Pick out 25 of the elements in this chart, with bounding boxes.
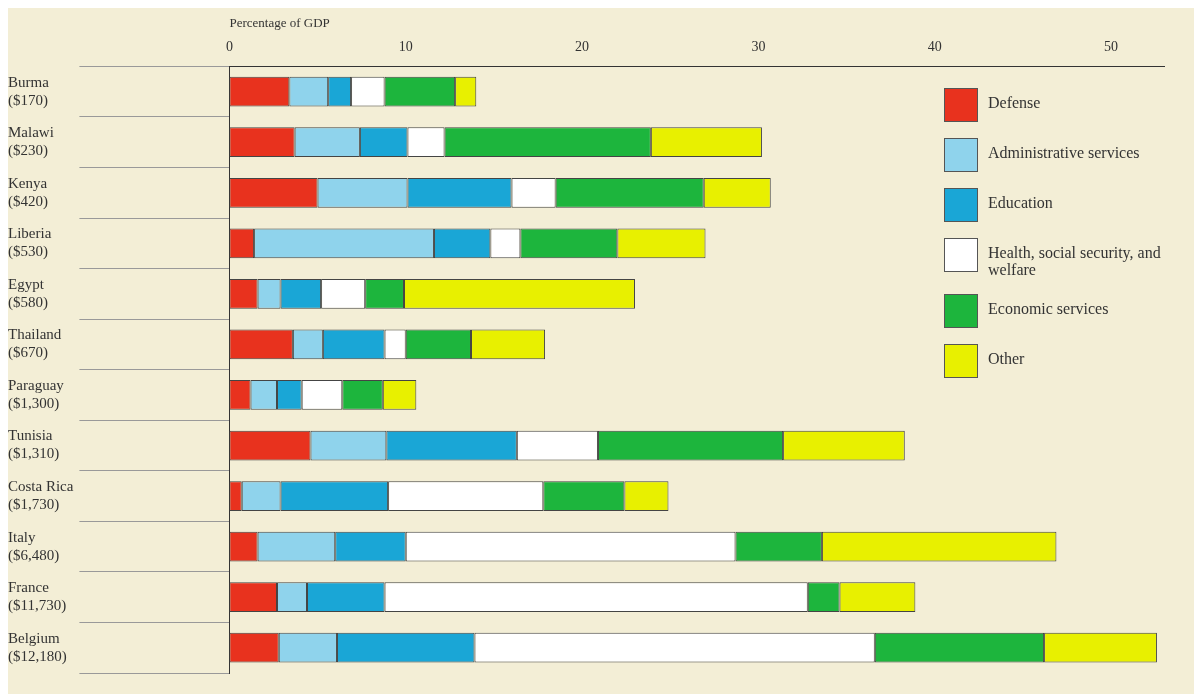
y-tick-label: Costa Rica ($1,730) (8, 478, 74, 514)
x-tick-label: 30 (751, 38, 766, 54)
x-axis-title: Percentage of GDP (229, 15, 330, 31)
legend-label: Administrative services (988, 143, 1140, 161)
legend-label: Economic services (988, 299, 1109, 317)
y-tick-label: Thailand ($670) (8, 326, 62, 362)
x-tick-label: 0 (225, 38, 233, 54)
y-tick-label: Italy ($6,480) (8, 528, 60, 564)
y-tick-label: France ($11,730) (8, 579, 67, 615)
y-tick-label: Malawi ($230) (8, 124, 54, 160)
y-tick-label: Egypt ($580) (8, 275, 48, 311)
legend-label: Health, social security, and welfare (988, 243, 1162, 278)
legend-label: Education (988, 193, 1053, 211)
y-tick-label: Burma ($170) (8, 73, 50, 109)
y-tick-label: Liberia ($530) (8, 225, 52, 261)
x-tick-label: 40 (927, 38, 942, 54)
legend-label: Other (988, 349, 1025, 367)
x-tick-label: 10 (398, 38, 413, 54)
x-tick-label: 20 (575, 38, 590, 54)
y-tick-label: Paraguay ($1,300) (8, 376, 65, 412)
x-tick-label: 50 (1104, 38, 1119, 54)
y-tick-label: Kenya ($420) (8, 174, 48, 210)
legend-label: Defense (988, 93, 1041, 111)
y-tick-label: Tunisia ($1,310) (8, 427, 60, 463)
y-tick-label: Belgium ($12,180) (8, 629, 67, 665)
